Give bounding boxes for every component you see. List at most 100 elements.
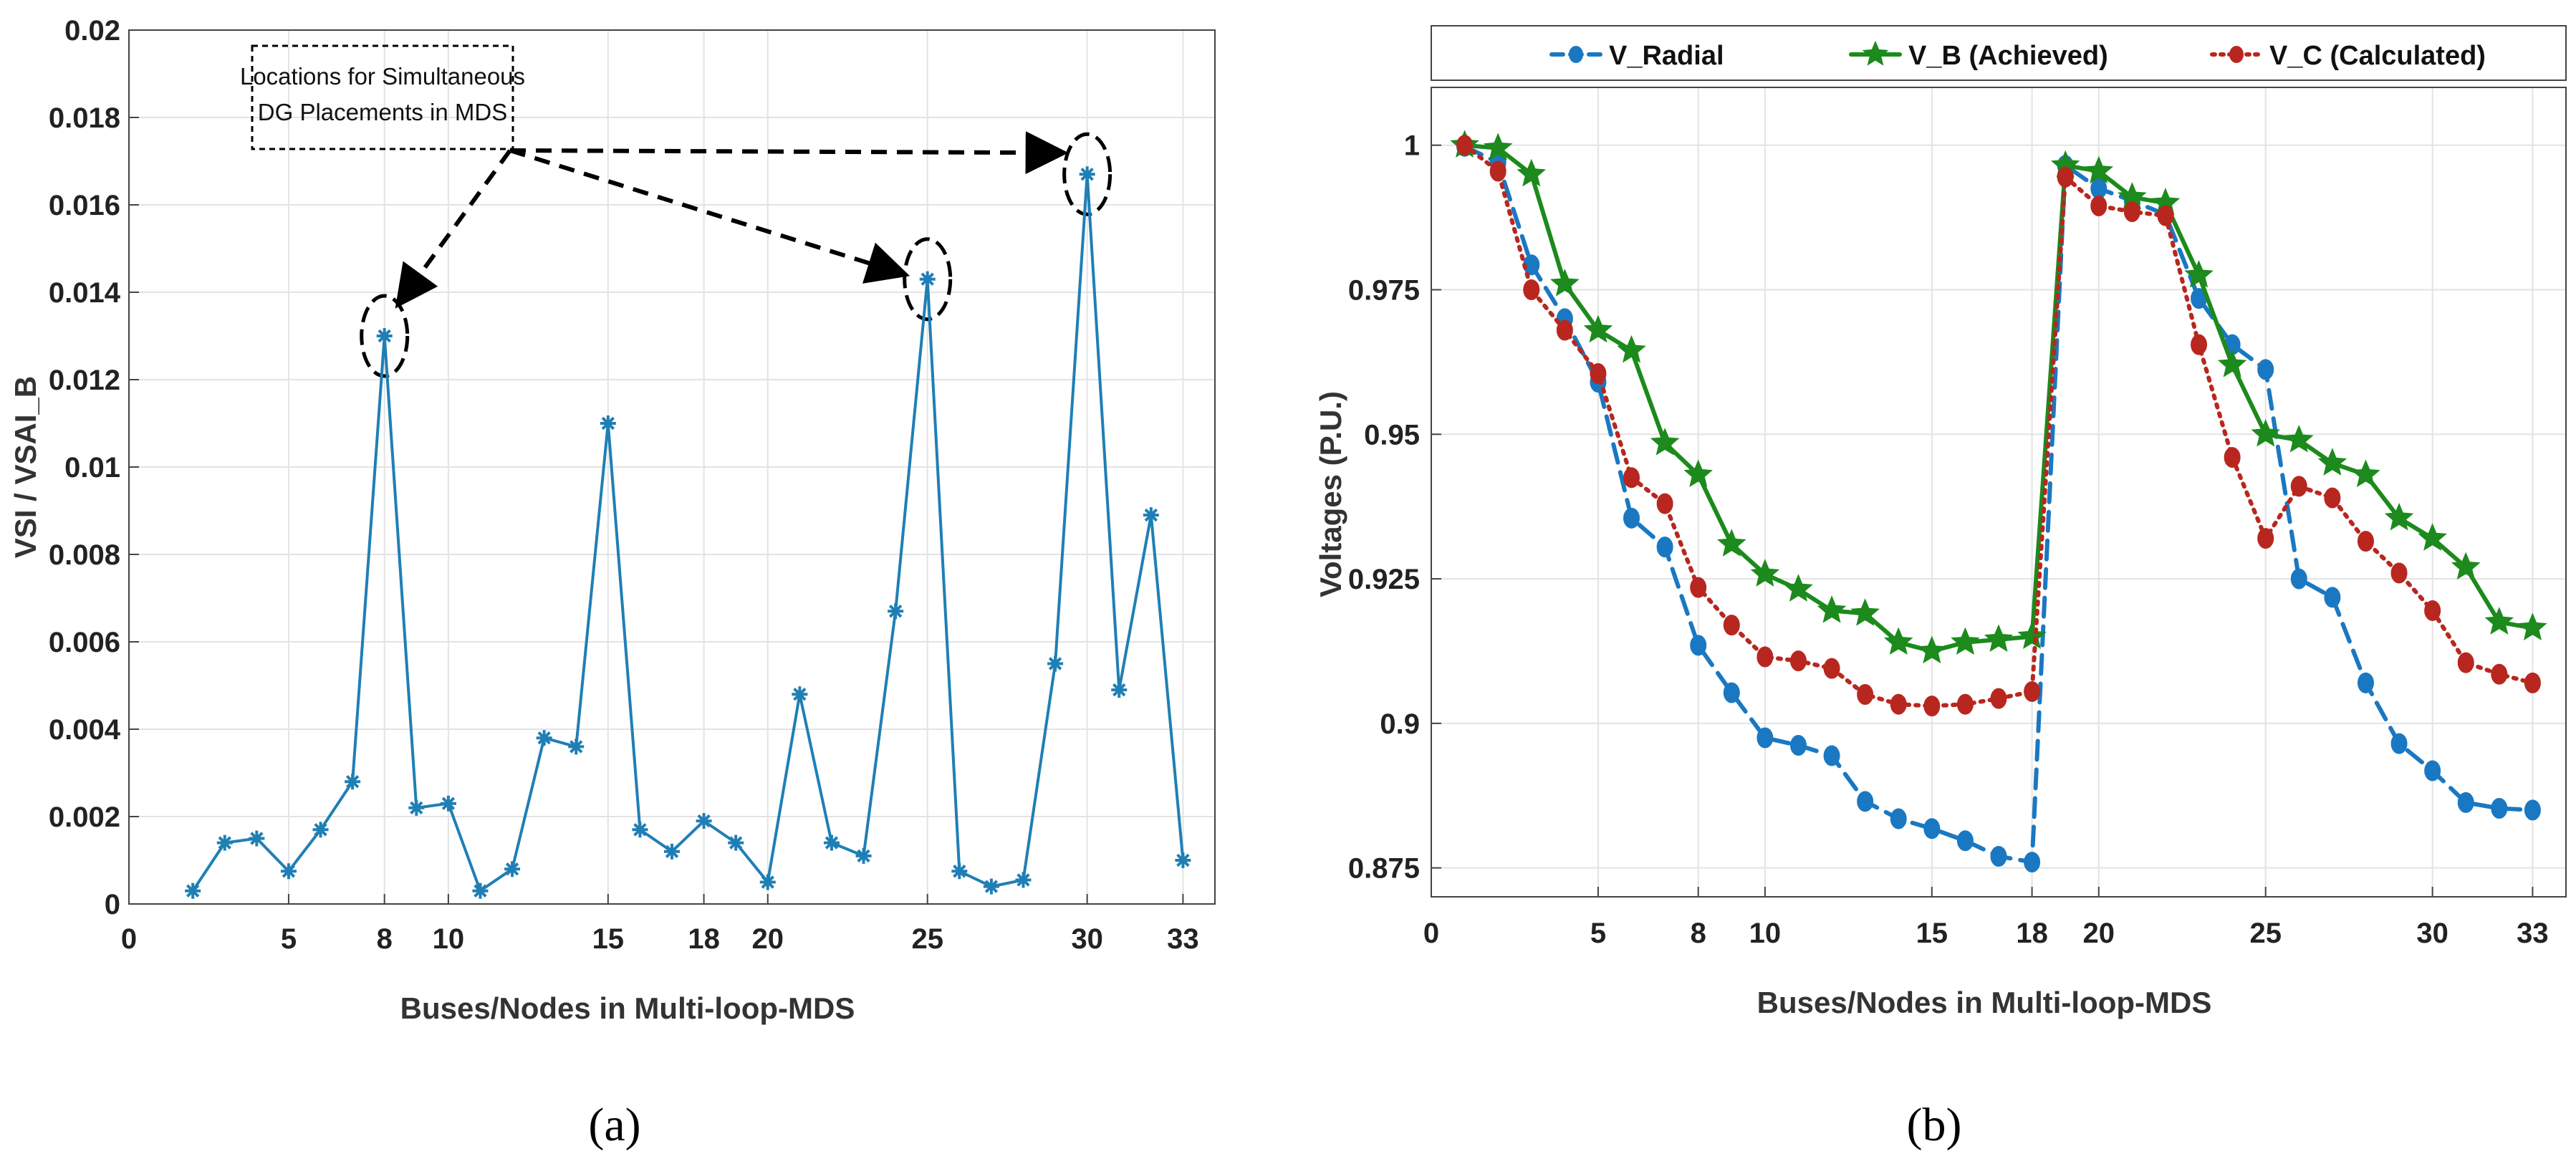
data-point-dot [1723, 615, 1740, 636]
panel-b-legend: V_Radial V_B (Achieved) V_C (Calculated) [1431, 25, 2567, 81]
x-tick-label: 33 [1167, 923, 1199, 955]
vsi-line [191, 174, 1185, 893]
y-tick-label: 0.018 [49, 102, 120, 134]
data-point-dot [1823, 658, 1840, 679]
panel-b-x-axis-label: Buses/Nodes in Multi-loop-MDS [1757, 986, 2212, 1019]
data-point-dot [1756, 727, 1774, 749]
series-line [1462, 143, 2535, 708]
vsi-point [888, 603, 904, 620]
data-point-dot [2524, 672, 2541, 693]
highlight-circle [1062, 132, 1112, 216]
vsi-point [1143, 507, 1159, 524]
data-point-dot [1523, 279, 1540, 300]
y-tick-label: 0.875 [1348, 853, 1420, 885]
data-point-dot [1923, 818, 1941, 840]
y-tick-label: 0 [105, 889, 120, 920]
data-point-dot [1857, 791, 1874, 812]
vsi-point [568, 739, 585, 755]
series-v-c-calculated [1456, 135, 2541, 717]
data-point-dot [2257, 528, 2274, 549]
annotation-text-line2: DG Placements in MDS [258, 99, 507, 125]
data-point-star [2317, 448, 2347, 476]
data-point-star [1883, 627, 1913, 655]
data-point-dot [2324, 587, 2341, 608]
vsi-point [600, 415, 616, 431]
series-line [1462, 144, 2535, 865]
data-point-dot [1990, 688, 2007, 709]
vsi-point [1015, 872, 1032, 888]
vsi-point [728, 834, 744, 851]
data-point-star [1517, 158, 1547, 187]
panel-b-ticks: 0 5 8 10 15 18 20 25 30 33 0.875 0.9 0.925 0.95 0.975 1 [1348, 130, 2549, 949]
data-point-dot [1990, 846, 2007, 867]
data-point-dot [2424, 600, 2441, 621]
legend-label: V_B (Achieved) [1908, 41, 2108, 71]
vsi-point [1175, 852, 1191, 868]
y-tick-label: 0.014 [49, 277, 121, 309]
data-point-dot [2024, 680, 2041, 702]
data-point-dot [1723, 682, 1740, 703]
x-tick-label: 30 [2416, 918, 2448, 949]
panel-b-y-axis-label: Voltages (P.U.) [1314, 391, 1347, 597]
data-point-dot [2057, 166, 2074, 188]
panel-b-caption: (b) [1907, 1099, 1962, 1151]
panel-b-series [1450, 130, 2547, 873]
y-tick-label: 0.975 [1348, 275, 1420, 307]
vsi-point [664, 843, 680, 860]
vsi-point [696, 813, 712, 829]
y-tick-label: 0.008 [49, 539, 120, 571]
y-tick-label: 0.02 [64, 15, 120, 47]
data-point-dot [2290, 476, 2307, 497]
annotation-arrow [395, 149, 512, 309]
x-tick-label: 8 [377, 923, 393, 955]
data-point-star [2451, 552, 2481, 580]
y-tick-label: 0.01 [64, 452, 120, 484]
vsi-point [855, 847, 872, 864]
y-tick-label: 0.95 [1364, 419, 1420, 451]
series-v-b-achieved [1450, 130, 2547, 664]
series-line [1462, 143, 2535, 654]
data-point-dot [2457, 792, 2474, 813]
x-tick-label: 5 [1590, 918, 1606, 949]
vsi-point [280, 863, 297, 880]
annotation-text-line1: Locations for Simultaneous [240, 63, 525, 90]
data-point-star [2217, 350, 2247, 377]
vsi-point [408, 799, 425, 816]
vsi-point [1079, 166, 1095, 183]
x-tick-label: 20 [752, 923, 784, 955]
x-tick-label: 15 [1916, 918, 1948, 949]
data-point-star [2017, 621, 2047, 650]
data-point-dot [1823, 745, 1840, 766]
vsi-point [472, 882, 489, 899]
vsi-point [216, 834, 233, 851]
data-point-dot [2024, 852, 2041, 873]
panel-a-x-axis-label: Buses/Nodes in Multi-loop-MDS [400, 991, 855, 1025]
panel-a-annotation: Locations for Simultaneous DG Placements … [240, 44, 1112, 378]
data-point-dot [1789, 735, 1807, 756]
x-tick-label: 10 [433, 923, 465, 955]
data-point-star [1750, 559, 1780, 587]
data-point-star [1784, 574, 1813, 602]
data-point-star [1717, 529, 1746, 557]
data-point-star [2384, 502, 2414, 531]
data-point-dot [2191, 334, 2208, 355]
data-point-dot [1656, 493, 1673, 514]
data-point-dot [1756, 646, 1774, 668]
y-tick-label: 0.012 [49, 365, 120, 396]
data-point-star [1683, 459, 1713, 488]
data-point-star [2284, 425, 2314, 453]
x-tick-label: 18 [688, 923, 720, 955]
vsi-point [504, 861, 521, 877]
vsi-point [440, 795, 456, 812]
data-point-dot [1656, 537, 1673, 558]
data-point-dot [2457, 652, 2474, 673]
data-point-dot [1890, 693, 1907, 715]
data-point-star [2484, 607, 2514, 635]
data-point-dot [2491, 798, 2508, 819]
data-point-dot [2357, 672, 2374, 693]
data-point-star [1483, 133, 1513, 160]
y-tick-label: 0.925 [1348, 564, 1420, 595]
data-point-star [1984, 624, 2014, 653]
data-point-dot [2357, 531, 2374, 552]
